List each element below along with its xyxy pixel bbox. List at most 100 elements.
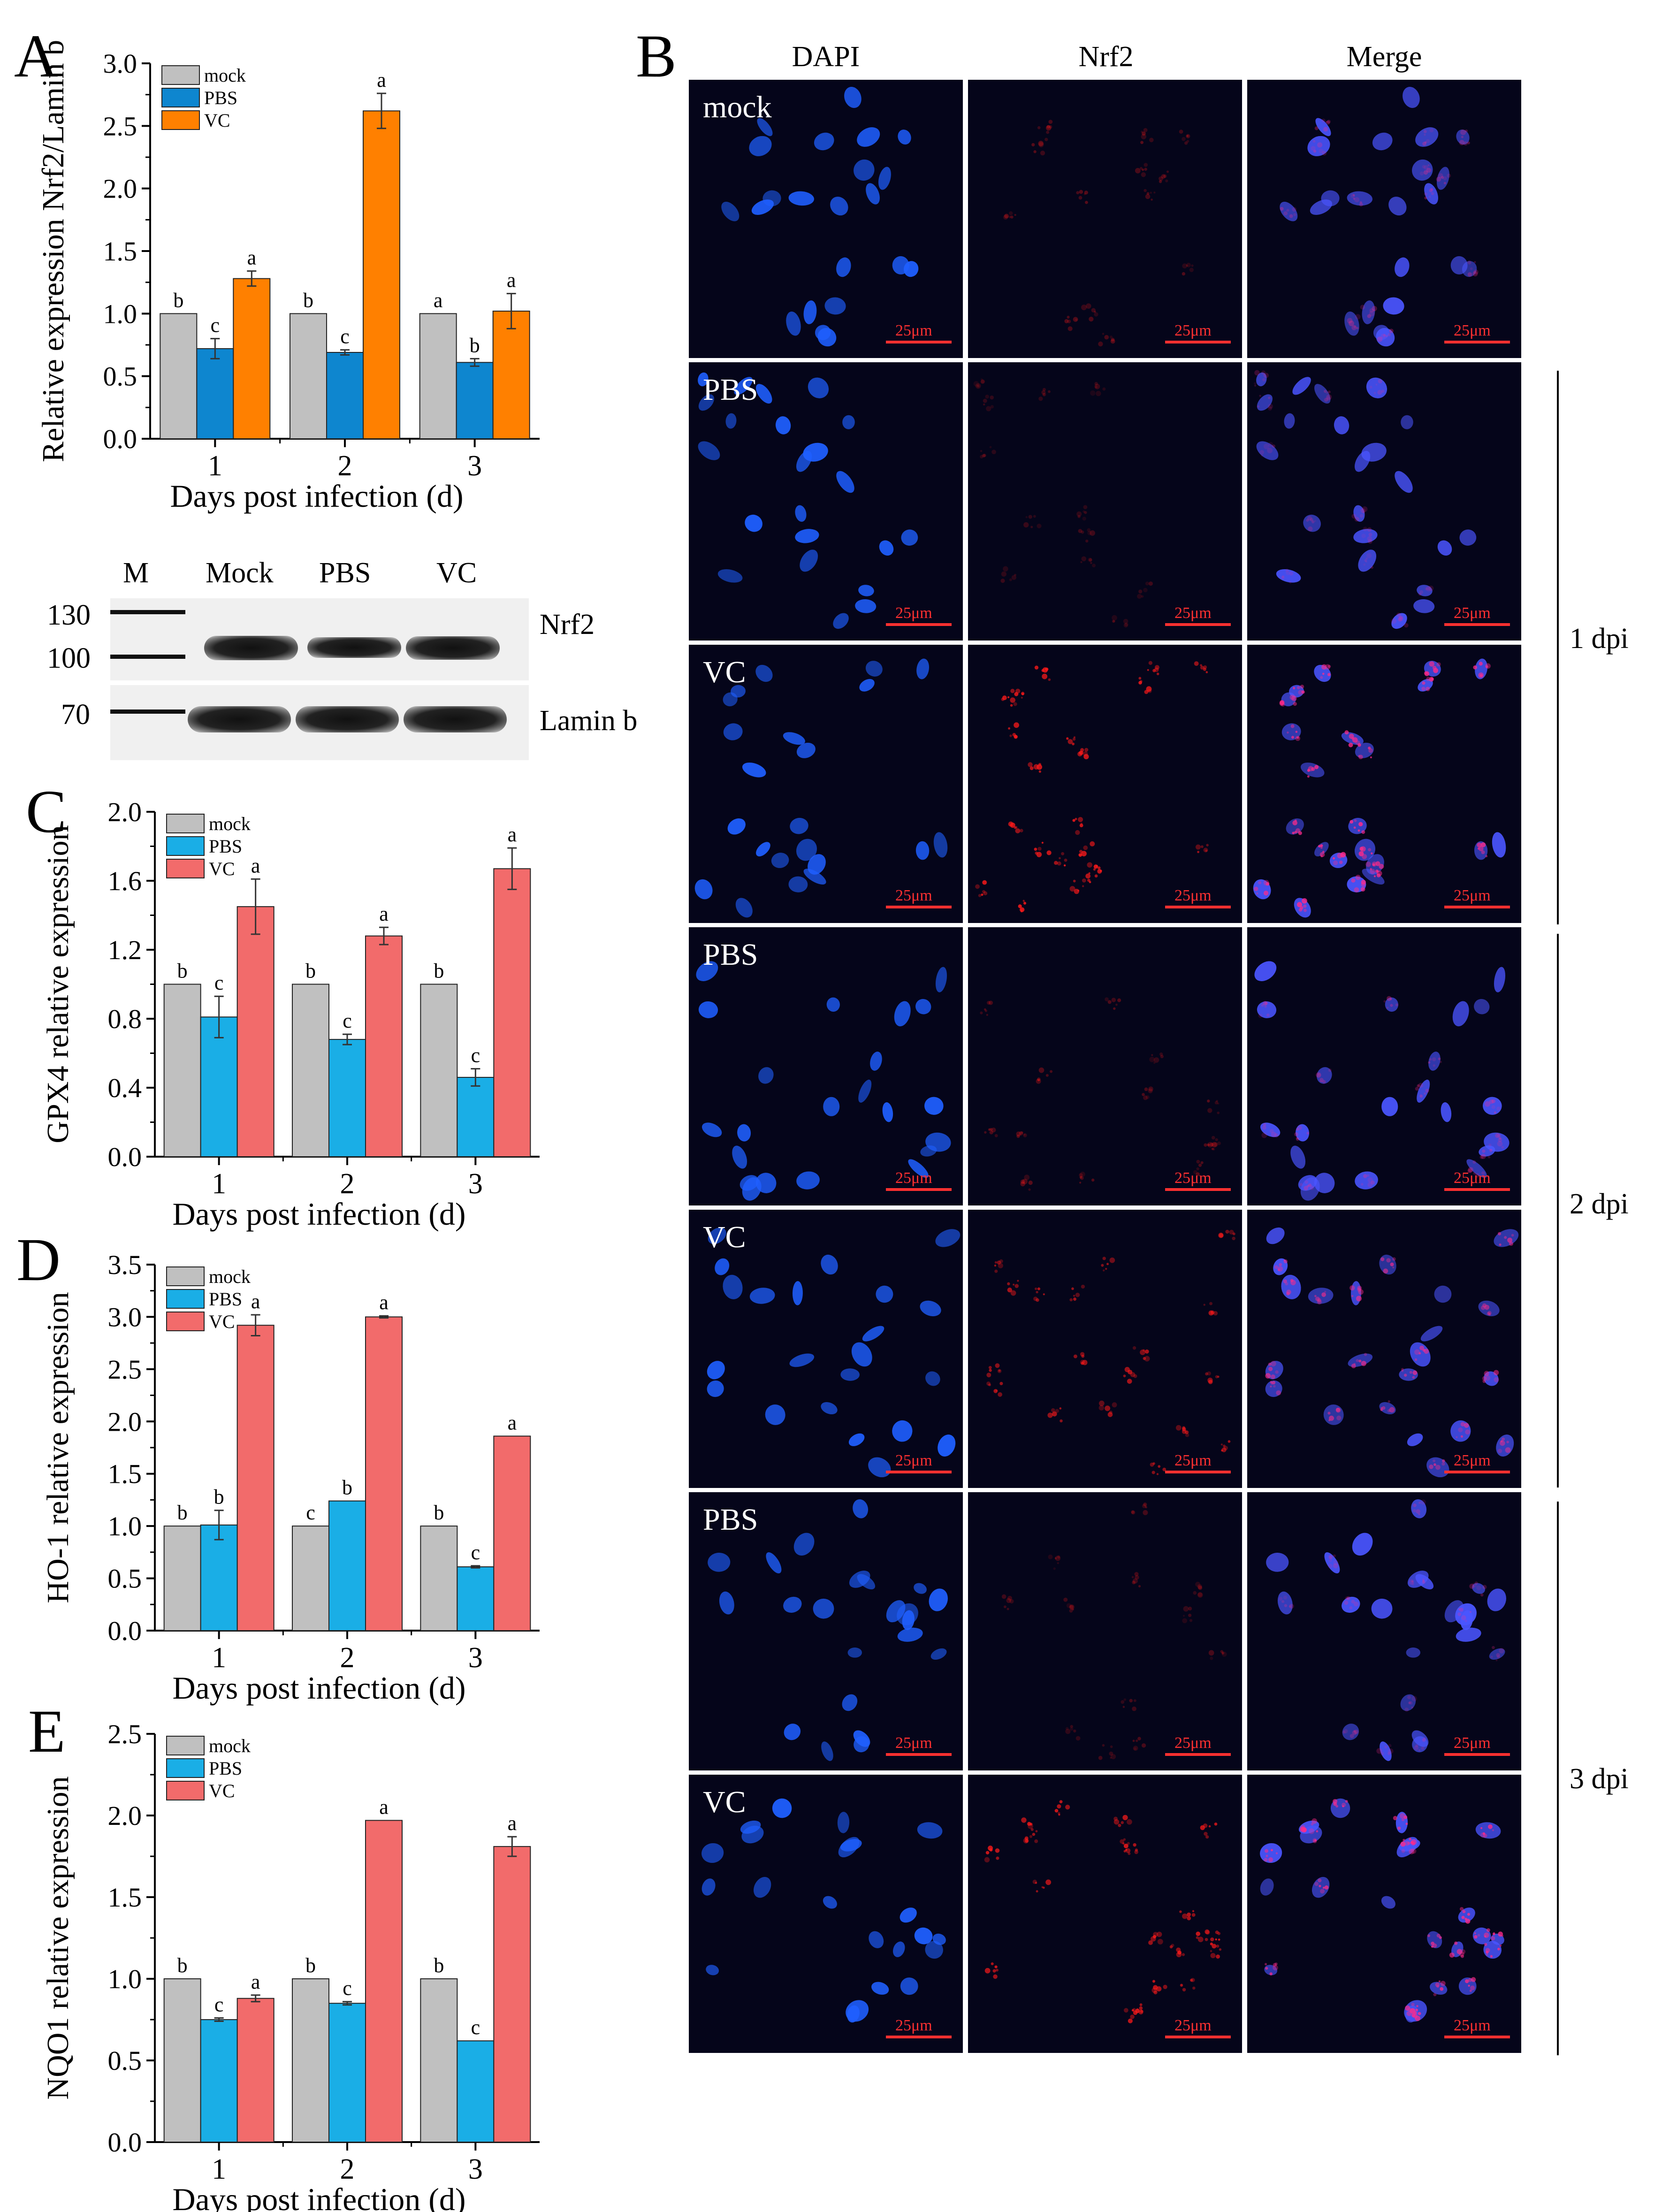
bar-vc-day3 [493, 868, 531, 1157]
significance-letter: a [379, 1291, 389, 1314]
bar-pbs-day3 [456, 362, 494, 439]
bar-pbs-day1 [200, 1016, 238, 1157]
bar-vc-day1 [233, 278, 271, 439]
micrograph-nrf2-vc-6: 25μm [968, 1775, 1242, 2053]
band-nrf2-vc [406, 636, 500, 660]
significance-letter: c [471, 1541, 480, 1564]
micrograph-merge-pbs-3: 25μm [1247, 927, 1521, 1205]
significance-letter: a [247, 246, 257, 269]
y-axis-title: HO-1 relative expression [41, 1292, 75, 1603]
significance-letter: a [251, 1290, 260, 1313]
scale-bar-label: 25μm [1174, 1734, 1212, 1752]
bar-vc-day1 [236, 1998, 274, 2143]
micrograph-dapi-mock-0: mock 25μm [689, 80, 963, 358]
bar-vc-day2 [363, 110, 400, 440]
bar-vc-day3 [492, 311, 530, 439]
legend-swatch-mock [166, 1736, 205, 1755]
scale-bar-label: 25μm [895, 2017, 932, 2034]
bar-mock-day1 [163, 1978, 201, 2143]
y-axis-title: Relative expression Nrf2/Lamin b [36, 40, 70, 462]
scale-bar [1444, 1471, 1510, 1473]
micrograph-nrf2-pbs-3: 25μm [968, 927, 1242, 1205]
micrograph-nrf2-vc-2: 25μm [968, 645, 1242, 923]
legend-swatch-pbs [166, 836, 205, 856]
legend-label-vc: VC [209, 1780, 235, 1801]
panel-letter-e: E [28, 1698, 66, 1765]
micrograph-image [721, 87, 919, 347]
micrograph-image [707, 1227, 961, 1478]
scale-bar-label: 25μm [1174, 1169, 1212, 1187]
significance-letter: c [306, 1501, 315, 1524]
x-axis-title: Days post infection (d) [172, 1670, 465, 1706]
scale-bar-label: 25μm [1454, 322, 1491, 339]
label-3dpi: 3 dpi [1570, 1763, 1629, 1795]
micrograph-merge-vc-4: 25μm [1247, 1210, 1521, 1488]
bar-pbs-day1 [196, 348, 234, 439]
significance-letter: c [471, 2016, 480, 2039]
scale-bar-label: 25μm [1454, 604, 1491, 622]
y-tick-label: 0.5 [108, 2045, 142, 2076]
scale-bar-label: 25μm [1174, 604, 1212, 622]
y-tick-label: 0.0 [108, 1616, 142, 1646]
micrograph-dapi-pbs-3: PBS 25μm [689, 927, 963, 1205]
scale-bar [1444, 1753, 1510, 1756]
bar-mock-day3 [420, 984, 458, 1157]
scale-bar-label: 25μm [1454, 1734, 1491, 1752]
x-tick-label: 2 [338, 450, 352, 482]
legend-label-pbs: PBS [209, 1758, 242, 1779]
significance-letter: c [214, 971, 224, 994]
bar-mock-day2 [290, 313, 327, 439]
scale-bar-label: 25μm [1174, 322, 1212, 339]
legend-label-vc: VC [209, 858, 235, 879]
micrograph-image [975, 661, 1209, 913]
micrograph-merge-mock-0: 25μm [1247, 80, 1521, 358]
scale-bar [1444, 906, 1510, 908]
micrograph-image [980, 997, 1221, 1191]
bar-pbs-day1 [200, 1524, 238, 1632]
legend-swatch-mock [166, 814, 205, 833]
significance-letter: c [211, 314, 220, 337]
micrograph-nrf2-pbs-5: 25μm [968, 1492, 1242, 1770]
legend-swatch-pbs [166, 1289, 205, 1309]
label-2dpi: 2 dpi [1570, 1188, 1629, 1220]
x-tick-label: 3 [468, 1168, 483, 1200]
y-tick-label: 3.0 [108, 1302, 142, 1332]
legend-swatch-vc [166, 1312, 205, 1331]
micrograph-merge-pbs-5: 25μm [1247, 1492, 1521, 1770]
micrograph-dapi-vc-4: VC 25μm [689, 1210, 963, 1488]
micrograph-image [1254, 370, 1477, 629]
bar-vc-day1 [236, 906, 274, 1157]
significance-letter: b [434, 960, 444, 983]
significance-letter: a [251, 1970, 260, 1993]
row-label-pbs: PBS [703, 938, 758, 972]
marker-label-70: 70 [61, 699, 90, 731]
micrograph-dapi-pbs-5: PBS 25μm [689, 1492, 963, 1770]
legend-label-mock: mock [209, 813, 251, 834]
bracket-3dpi [1557, 1502, 1559, 2055]
significance-letter: b [305, 960, 316, 983]
significance-letter: b [305, 1954, 316, 1977]
lane-label-pbs: PBS [319, 557, 371, 589]
row-label-mock: mock [703, 90, 772, 124]
legend-label-mock: mock [209, 1266, 251, 1287]
micrograph-image [1265, 1227, 1519, 1478]
x-axis-title: Days post infection (d) [172, 2181, 465, 2212]
bar-vc-day2 [365, 1820, 403, 2143]
micrograph-merge-vc-6: 25μm [1247, 1775, 1521, 2053]
label-1dpi: 1 dpi [1570, 623, 1629, 655]
bar-pbs-day3 [457, 2040, 495, 2143]
significance-letter: b [303, 289, 313, 312]
bar-mock-day1 [163, 984, 201, 1157]
marker-line-130 [110, 610, 185, 614]
significance-letter: b [470, 334, 480, 357]
scale-bar-label: 25μm [1174, 2017, 1212, 2034]
band-nrf2-pbs [307, 637, 401, 658]
legend-label-vc: VC [209, 1311, 235, 1332]
significance-letter: a [508, 823, 517, 846]
scale-bar [886, 2036, 952, 2038]
micrograph-image [984, 1800, 1222, 2023]
micrograph-image [696, 961, 951, 1201]
band-lamin-vc [404, 706, 507, 732]
micrograph-image [973, 378, 1153, 628]
